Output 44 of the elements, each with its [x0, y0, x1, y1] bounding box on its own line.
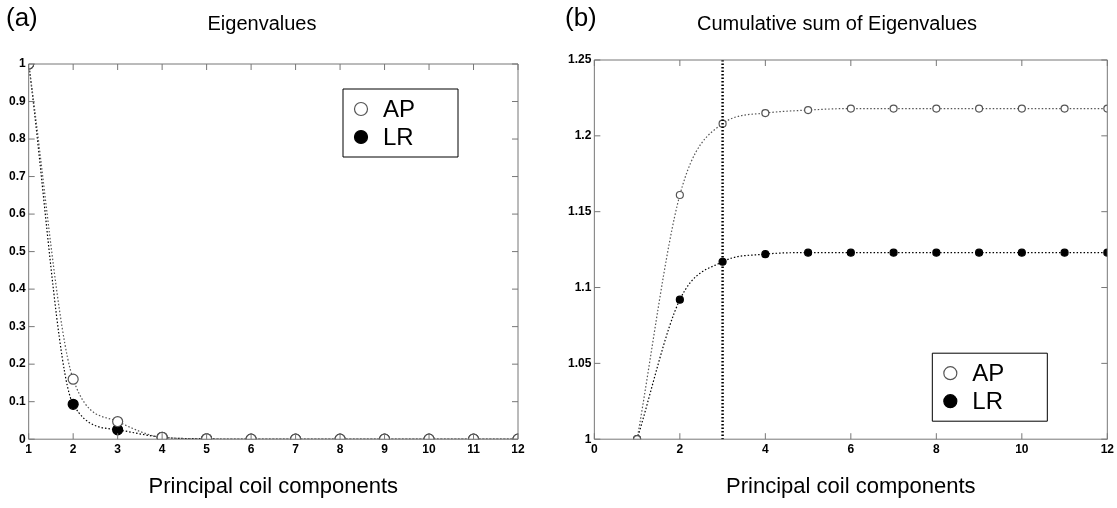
x-axis-title: Principal coil components [726, 472, 976, 498]
x-tick-label: 11 [467, 441, 481, 456]
legend-label: LR [972, 386, 1004, 414]
y-tick-label: 1.1 [574, 279, 592, 294]
y-tick-label: 0.3 [8, 318, 26, 333]
x-tick-label: 3 [114, 441, 122, 456]
legend-label: AP [972, 358, 1005, 386]
chart-title: Cumulative sum of Eigenvalues [696, 11, 978, 34]
x-axis-title: Principal coil components [148, 472, 399, 498]
y-tick-label: 1.2 [574, 128, 592, 143]
text: (b) [565, 2, 597, 33]
y-tick-label: 0.1 [8, 393, 26, 408]
y-tick-label: 1.05 [568, 355, 592, 370]
legend-label: AP [383, 94, 416, 122]
x-tick-label: 4 [762, 441, 769, 456]
x-tick-label: 9 [381, 441, 389, 456]
x-tick-label: 8 [336, 441, 344, 456]
x-tick-label: 6 [847, 441, 855, 456]
y-tick-label: 1.15 [568, 203, 592, 218]
y-tick-label: 1 [18, 56, 26, 71]
x-tick-label: 4 [158, 441, 166, 456]
y-tick-label: 0.8 [8, 131, 26, 146]
chart-title: Eigenvalues [207, 11, 317, 34]
x-tick-label: 10 [422, 441, 437, 456]
text: (a) [6, 2, 38, 33]
x-tick-label: 12 [511, 441, 525, 456]
y-tick-label: 0.9 [8, 93, 26, 108]
legend-label: LR [383, 122, 414, 150]
x-tick-label: 6 [247, 441, 255, 456]
y-tick-label: 1.25 [568, 52, 592, 67]
y-tick-label: 0.4 [8, 281, 26, 296]
x-tick-label: 8 [932, 441, 940, 456]
x-tick-label: 2 [676, 441, 684, 456]
x-tick-label: 7 [292, 441, 300, 456]
y-tick-label: 0 [18, 431, 26, 446]
y-tick-label: 0.6 [8, 206, 26, 221]
x-tick-label: 2 [69, 441, 77, 456]
y-tick-label: 0.2 [8, 356, 26, 371]
x-tick-label: 12 [1100, 441, 1115, 456]
x-tick-label: 5 [203, 441, 211, 456]
y-tick-label: 0.5 [8, 243, 26, 258]
y-tick-label: 1 [584, 431, 592, 446]
x-tick-label: 10 [1015, 441, 1029, 456]
y-tick-label: 0.7 [8, 168, 26, 183]
